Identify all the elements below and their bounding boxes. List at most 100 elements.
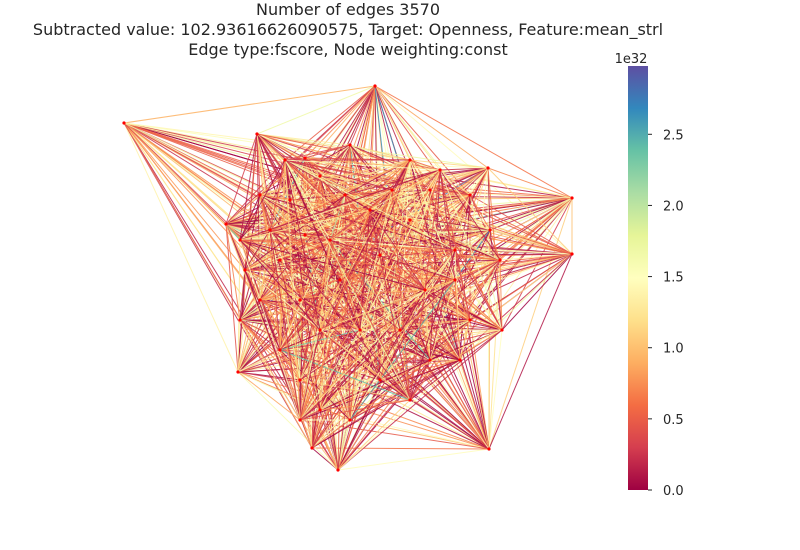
colorbar-tick-label: 1.0 xyxy=(663,342,684,357)
graph-edge xyxy=(256,133,351,146)
graph-edge xyxy=(488,259,501,450)
graph-edge xyxy=(225,194,261,225)
graph-edge xyxy=(244,239,331,271)
graph-edge xyxy=(409,399,490,450)
graph-edge xyxy=(299,329,321,421)
graph-edge xyxy=(469,194,491,231)
graph-node xyxy=(343,193,347,197)
graph-edge xyxy=(239,239,411,401)
graph-edge xyxy=(337,329,503,471)
graph-edge xyxy=(244,269,361,331)
colorbar-exponent-label: 1e32 xyxy=(615,52,648,67)
graph-edge xyxy=(259,299,361,331)
graph-edge xyxy=(299,399,411,421)
graph-edge xyxy=(459,319,471,361)
graph-edge xyxy=(239,159,411,241)
graph-edge xyxy=(349,279,456,421)
graph-edge xyxy=(337,359,461,471)
colorbar-tick-label: 1.5 xyxy=(663,271,684,286)
graph-node xyxy=(498,258,502,262)
graph-edge xyxy=(349,359,431,421)
graph-edge xyxy=(284,159,441,171)
graph-edge xyxy=(244,269,401,331)
graph-edge xyxy=(244,194,261,271)
graph-edge xyxy=(499,259,503,331)
colorbar-tick-label: 0.5 xyxy=(663,413,684,428)
graph-edge xyxy=(299,279,456,421)
graph-edge xyxy=(337,448,490,471)
graph-edge xyxy=(359,289,426,331)
graph-edge xyxy=(311,219,411,449)
graph-node xyxy=(328,238,332,242)
graph-edge xyxy=(123,122,261,196)
graph-node xyxy=(500,328,504,332)
graph-edge xyxy=(319,329,411,401)
colorbar-tick-label: 2.5 xyxy=(663,128,684,143)
network-graph xyxy=(122,84,574,472)
graph-edge xyxy=(374,85,441,171)
graph-edge xyxy=(279,329,361,351)
graph-edge xyxy=(489,197,573,231)
graph-edge xyxy=(239,319,313,449)
graph-edge xyxy=(299,409,321,421)
graph-edge xyxy=(319,239,331,331)
graph-edge xyxy=(329,159,411,241)
graph-edge xyxy=(369,169,441,211)
graph-edge xyxy=(349,169,441,421)
graph-edge xyxy=(239,159,286,241)
graph-edge xyxy=(244,175,321,271)
graph-node xyxy=(486,166,490,170)
graph-edge xyxy=(369,209,503,331)
graph-edge xyxy=(319,279,456,331)
graph-edge xyxy=(244,269,281,351)
graph-edge xyxy=(374,85,471,196)
graph-edge xyxy=(469,259,501,321)
graph-edge xyxy=(349,144,441,171)
graph-edge xyxy=(237,371,351,421)
graph-node xyxy=(298,378,302,382)
graph-node xyxy=(348,143,352,147)
graph-edge xyxy=(284,159,301,421)
graph-node xyxy=(428,188,432,192)
graph-edge xyxy=(259,159,411,301)
graph-edge xyxy=(299,379,411,401)
graph-edge xyxy=(256,133,411,161)
graph-node xyxy=(373,84,377,88)
graph-edge xyxy=(284,159,491,231)
graph-edge xyxy=(225,223,239,373)
graph-node xyxy=(423,288,427,292)
graph-edge xyxy=(299,189,393,421)
colorbar-gradient xyxy=(628,66,648,490)
graph-edge xyxy=(459,359,490,450)
graph-edge xyxy=(284,159,371,211)
graph-edge xyxy=(329,169,441,241)
chart-title: Number of edges 3570 Subtracted value: 1… xyxy=(0,0,696,60)
graph-edge xyxy=(429,279,456,361)
graph-edge xyxy=(454,259,501,281)
graph-edge xyxy=(319,189,393,411)
graph-edge xyxy=(123,85,376,124)
graph-edge xyxy=(439,169,456,281)
graph-edge xyxy=(439,169,573,199)
graph-node xyxy=(468,318,472,322)
graph-node xyxy=(453,248,457,252)
graph-edge xyxy=(284,144,351,161)
graph-node xyxy=(303,156,307,160)
graph-edge xyxy=(501,253,573,331)
graph-edge xyxy=(244,229,271,271)
graph-node xyxy=(487,447,491,451)
graph-edge xyxy=(319,85,376,177)
graph-node xyxy=(268,228,272,232)
graph-edge xyxy=(237,371,411,401)
graph-edge xyxy=(337,399,411,471)
graph-edge xyxy=(279,349,411,401)
graph-node xyxy=(255,132,259,136)
graph-edge xyxy=(344,169,441,196)
title-edge-type: Edge type:fscore, Node weighting:const xyxy=(188,40,508,59)
graph-edge xyxy=(454,194,471,281)
graph-node xyxy=(318,408,322,412)
graph-edge xyxy=(374,85,573,199)
graph-edge xyxy=(409,159,489,169)
graph-edge xyxy=(489,229,501,261)
graph-edge xyxy=(459,253,573,361)
